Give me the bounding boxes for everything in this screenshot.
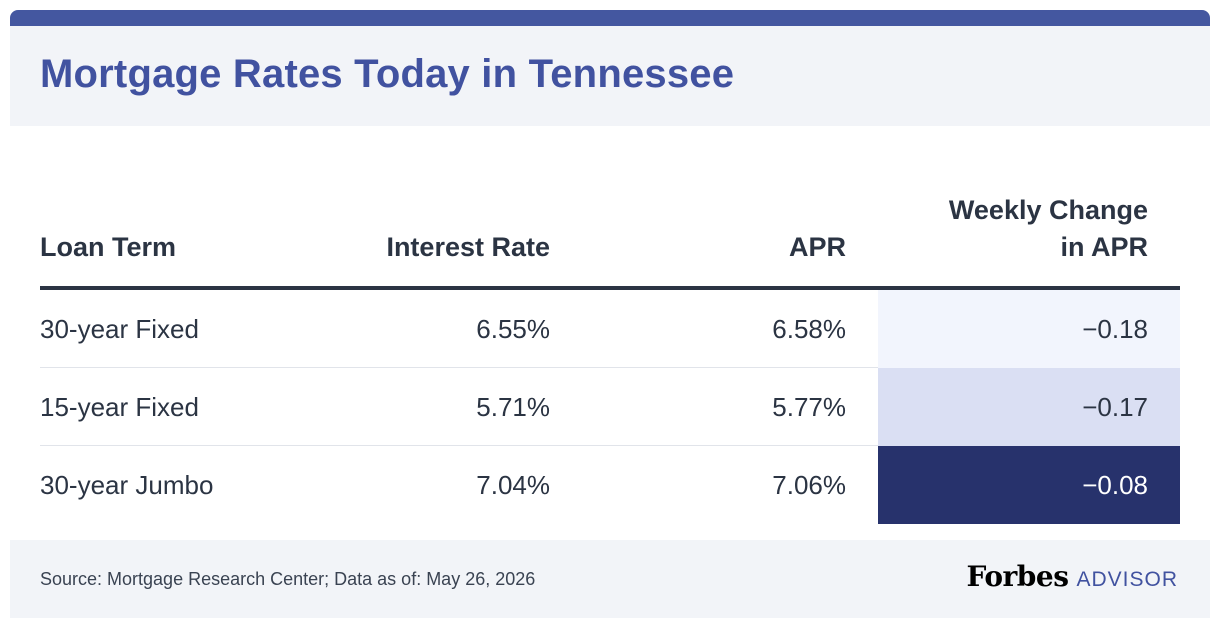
header-rule [40, 286, 1180, 290]
forbes-advisor-logo: Forbes ADVISOR [967, 560, 1178, 593]
column-header-weekly-change: Weekly Change in APR [948, 195, 1148, 262]
column-header-loan-term: Loan Term [40, 232, 177, 262]
column-header-apr: APR [788, 232, 846, 262]
page-title: Mortgage Rates Today in Tennessee [40, 52, 735, 96]
table-row: 30-year Fixed 6.55% 6.58% −0.18 [40, 290, 1180, 368]
cell-interest-rate: 7.04% [476, 470, 550, 500]
header-panel: Mortgage Rates Today in Tennessee [10, 26, 1210, 126]
cell-weekly-change: −0.17 [878, 368, 1180, 446]
cell-loan-term: 15-year Fixed [40, 392, 199, 422]
cell-interest-rate: 6.55% [476, 314, 550, 344]
rates-table: Loan Term Interest Rate APR Weekly Chang… [40, 190, 1180, 524]
cell-loan-term: 30-year Fixed [40, 314, 199, 344]
table-row: 30-year Jumbo 7.04% 7.06% −0.08 [40, 446, 1180, 524]
top-accent-bar [10, 10, 1210, 30]
brand-forbes: Forbes [966, 560, 1069, 593]
brand-advisor: ADVISOR [1076, 568, 1178, 591]
cell-apr: 5.77% [772, 392, 846, 422]
cell-apr: 6.58% [772, 314, 846, 344]
footer-panel: Source: Mortgage Research Center; Data a… [10, 540, 1210, 618]
cell-loan-term: 30-year Jumbo [40, 470, 214, 500]
table-header: Loan Term Interest Rate APR Weekly Chang… [40, 190, 1180, 286]
cell-weekly-change: −0.18 [878, 290, 1180, 368]
source-note: Source: Mortgage Research Center; Data a… [40, 569, 536, 589]
column-header-interest-rate: Interest Rate [386, 232, 550, 262]
table-row: 15-year Fixed 5.71% 5.77% −0.17 [40, 368, 1180, 446]
cell-interest-rate: 5.71% [476, 392, 550, 422]
cell-weekly-change: −0.08 [878, 446, 1180, 524]
cell-apr: 7.06% [772, 470, 846, 500]
